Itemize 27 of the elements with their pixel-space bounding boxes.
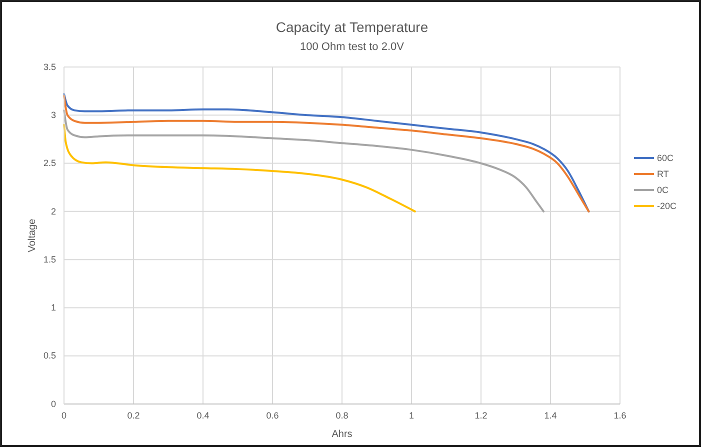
x-tick-label: 1.2 xyxy=(474,410,488,420)
y-tick-label: 2.5 xyxy=(43,158,56,168)
x-tick-label: 0.8 xyxy=(336,410,348,420)
y-axis-title: Voltage xyxy=(27,218,38,252)
legend-label: 60C xyxy=(657,153,674,163)
chart-title: Capacity at Temperature xyxy=(276,19,428,35)
x-tick-label: 0.2 xyxy=(127,410,140,420)
x-tick-label: 0 xyxy=(61,410,67,420)
legend-label: 0C xyxy=(657,185,670,195)
line-series xyxy=(63,124,416,212)
x-tick-label: 1.6 xyxy=(614,410,626,420)
legend-label: RT xyxy=(657,169,670,179)
y-tick-label: 0.5 xyxy=(43,350,56,361)
x-tick-label: 1 xyxy=(408,410,414,420)
legend-label: -20C xyxy=(657,201,678,211)
x-tick-label: 1.4 xyxy=(544,410,557,420)
y-tick-label: 3 xyxy=(50,110,56,120)
line-series xyxy=(63,109,545,212)
y-tick-label: 1.5 xyxy=(43,254,56,264)
x-tick-label: 0.6 xyxy=(266,410,279,420)
y-tick-label: 1 xyxy=(50,302,56,313)
chart-subtitle: 100 Ohm test to 2.0V xyxy=(300,41,405,53)
y-tick-label: 0 xyxy=(50,398,56,409)
x-tick-label: 0.4 xyxy=(196,410,210,420)
y-tick-label: 2 xyxy=(50,206,56,216)
x-axis-title: Ahrs xyxy=(332,429,352,440)
y-tick-label: 3.5 xyxy=(43,62,56,72)
